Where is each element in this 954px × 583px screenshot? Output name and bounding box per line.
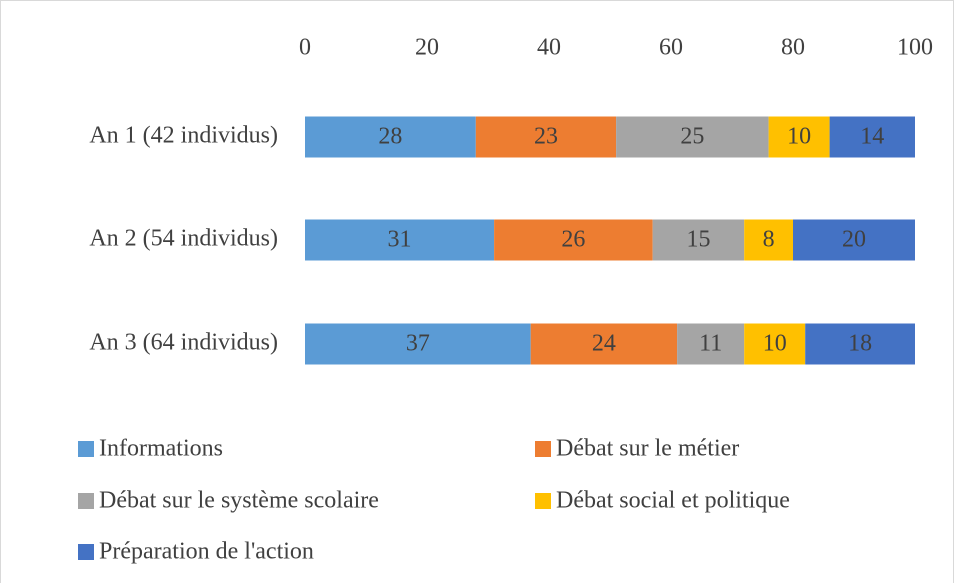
bar-segment [494,219,653,261]
data-label: 37 [406,331,430,357]
bar-segment [305,116,476,158]
bar-segment [744,219,793,261]
data-label: 10 [763,331,787,357]
x-tick-label: 80 [781,35,805,61]
legend-swatch [535,441,551,457]
bar-segment [677,323,745,365]
x-tick-label: 20 [415,35,439,61]
legend-label: Débat sur le système scolaire [99,488,379,514]
data-label: 14 [860,124,884,150]
data-label: 8 [763,227,775,253]
legend-label: Informations [99,436,223,462]
legend-swatch [78,441,94,457]
legend-swatch [78,544,94,560]
bar-segment [768,116,830,158]
y-tick-label: An 1 (42 individus) [89,123,278,149]
bar-segment [475,116,617,158]
legend-label: Débat social et politique [556,488,790,514]
bar-segment [793,219,915,261]
data-label: 25 [680,124,704,150]
data-label: 28 [378,124,402,150]
data-label: 24 [592,331,616,357]
data-label: 11 [699,331,722,357]
data-label: 23 [534,124,558,150]
bar-segment [829,116,915,158]
bar-segment [805,323,915,365]
legend-swatch [78,493,94,509]
bar-segment [616,116,769,158]
y-tick-label: An 2 (54 individus) [89,226,278,252]
bar-segment [652,219,745,261]
x-tick-label: 40 [537,35,561,61]
bar-segment [305,219,495,261]
bar-segment [530,323,678,365]
data-label: 15 [686,227,710,253]
x-tick-label: 100 [897,35,933,61]
legend-label: Débat sur le métier [556,436,739,462]
data-label: 20 [842,227,866,253]
legend-swatch [535,493,551,509]
bar-segment [305,323,531,365]
x-tick-label: 60 [659,35,683,61]
data-label: 26 [561,227,585,253]
x-tick-label: 0 [299,35,311,61]
legend-label: Préparation de l'action [99,539,314,565]
y-tick-label: An 3 (64 individus) [89,330,278,356]
data-label: 10 [787,124,811,150]
data-label: 18 [848,331,872,357]
bar-segment [744,323,806,365]
data-label: 31 [388,227,412,253]
